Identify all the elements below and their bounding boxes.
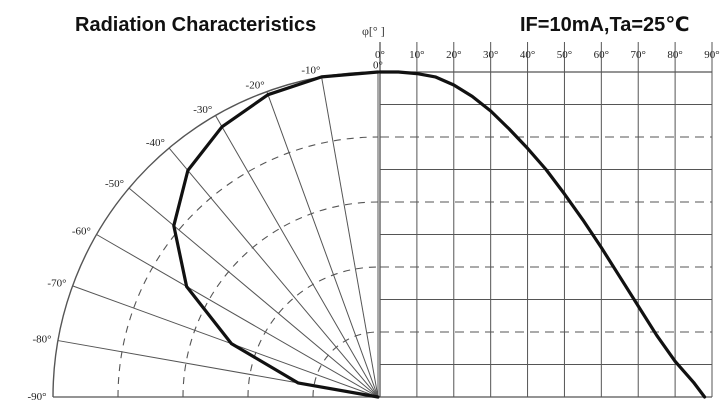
polar-tick-label: -90°	[27, 391, 46, 403]
cart-tick-label: 80°	[667, 49, 682, 61]
label-layer: Radiation Characteristics φ[° ] IF=10mA,…	[27, 14, 719, 403]
polar-tick-label: -20°	[246, 79, 265, 91]
polar-radial-line	[72, 285, 379, 398]
polar-radial-line	[168, 147, 379, 398]
cart-tick-label: 90°	[704, 49, 719, 61]
polar-radial-line	[215, 115, 379, 398]
polar-radial-line	[321, 76, 379, 398]
polar-tick-label: 0°	[373, 60, 383, 72]
polar-tick-label: -80°	[32, 333, 51, 345]
polar-tick-label: -40°	[146, 137, 165, 149]
cart-tick-label: 30°	[483, 49, 498, 61]
cartesian-intensity-curve	[378, 70, 707, 399]
cart-tick-label: 70°	[631, 49, 646, 61]
curve-layer	[172, 70, 707, 399]
grid-layer	[52, 42, 713, 398]
cart-tick-label: 20°	[446, 49, 461, 61]
polar-radial-line	[96, 234, 379, 398]
polar-tick-label: -50°	[105, 178, 124, 190]
polar-tick-label: -10°	[301, 65, 320, 77]
polar-arc-3	[182, 201, 379, 398]
polar-tick-label: -70°	[47, 278, 66, 290]
polar-arc-2	[247, 266, 379, 398]
polar-radial-line	[128, 187, 379, 398]
cart-tick-label: 0°	[375, 49, 385, 61]
polar-radial-line	[266, 91, 379, 398]
polar-chart-title: Radiation Characteristics	[75, 14, 316, 36]
polar-tick-label: -60°	[72, 225, 91, 237]
polar-tick-label: -30°	[193, 104, 212, 116]
polar-arc-outer	[52, 71, 379, 398]
cart-tick-label: 60°	[594, 49, 609, 61]
conditions-title: IF=10mA,Ta=25℃	[520, 14, 689, 36]
cart-tick-label: 40°	[520, 49, 535, 61]
cart-tick-label: 50°	[557, 49, 572, 61]
cart-tick-label: 10°	[409, 49, 424, 61]
polar-intensity-curve	[172, 70, 380, 399]
angle-unit-label: φ[° ]	[362, 24, 385, 38]
